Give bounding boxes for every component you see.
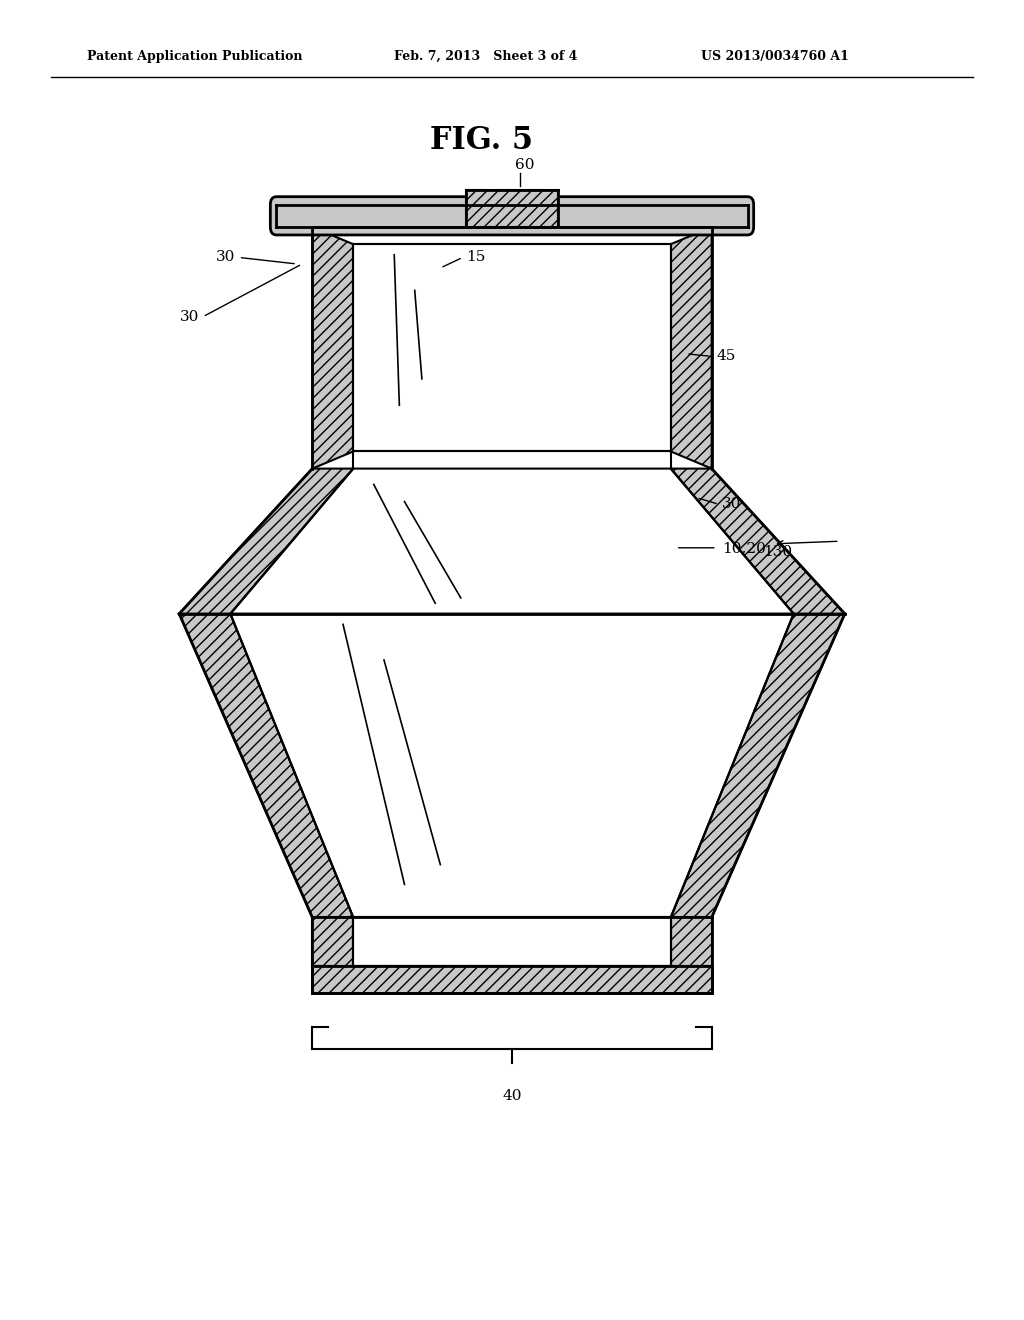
Polygon shape: [179, 469, 353, 614]
Text: 30: 30: [722, 498, 741, 511]
Polygon shape: [671, 469, 845, 614]
Text: 60: 60: [515, 157, 535, 172]
Polygon shape: [353, 244, 671, 451]
Polygon shape: [312, 966, 712, 993]
Text: 130: 130: [763, 545, 792, 558]
Polygon shape: [671, 614, 845, 917]
Text: 30: 30: [180, 310, 200, 323]
FancyBboxPatch shape: [270, 197, 754, 235]
Text: 30: 30: [216, 251, 236, 264]
Polygon shape: [312, 917, 353, 966]
Polygon shape: [276, 205, 748, 227]
Polygon shape: [353, 917, 671, 966]
Text: FIG. 5: FIG. 5: [430, 125, 532, 156]
Polygon shape: [230, 614, 794, 917]
Text: US 2013/0034760 A1: US 2013/0034760 A1: [701, 50, 849, 63]
Polygon shape: [671, 917, 712, 966]
Text: Feb. 7, 2013   Sheet 3 of 4: Feb. 7, 2013 Sheet 3 of 4: [394, 50, 578, 63]
Text: 40: 40: [502, 1089, 522, 1104]
Polygon shape: [671, 227, 712, 469]
Polygon shape: [466, 190, 558, 227]
Text: 10,20: 10,20: [722, 541, 766, 554]
Polygon shape: [312, 227, 353, 469]
Text: Patent Application Publication: Patent Application Publication: [87, 50, 302, 63]
Text: 15: 15: [466, 251, 485, 264]
Polygon shape: [179, 614, 353, 917]
Text: 45: 45: [717, 350, 736, 363]
Polygon shape: [230, 469, 794, 614]
